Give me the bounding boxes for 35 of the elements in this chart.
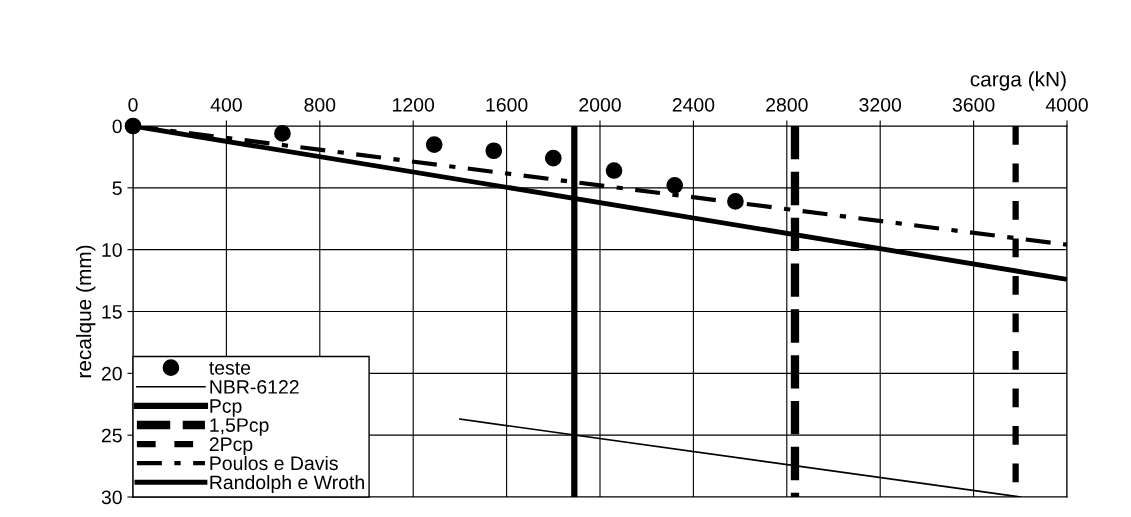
legend-label: Randolph e Wroth	[210, 474, 364, 494]
point	[274, 125, 291, 142]
x-tick-label: 2800	[766, 97, 808, 112]
x-tick-label: 3600	[952, 97, 995, 112]
legend-label: 2Pcp	[209, 437, 253, 455]
y-tick-label: 15	[102, 305, 122, 319]
y-axis-title: recalque (mm)	[75, 245, 96, 378]
point	[485, 142, 503, 160]
legend-label: Poulos e Davis	[210, 455, 338, 471]
x-tick-label: 2000	[579, 97, 621, 112]
x-tick-label: 1600	[486, 97, 528, 112]
y-tick-label: 30	[101, 490, 122, 505]
legend-label: teste	[209, 361, 251, 375]
x-axis-title: carga (kN)	[970, 71, 1066, 91]
x-tick-label: 3200	[859, 97, 902, 112]
point	[727, 193, 744, 210]
x-tick-label: 4000	[1045, 97, 1088, 112]
legend-label: NBR-6122	[210, 380, 299, 394]
legend-label: 1,5Pcp	[210, 418, 269, 436]
x-tick-label: 400	[210, 97, 242, 112]
point	[124, 117, 142, 135]
x-tick-label: 1200	[393, 97, 435, 112]
y-tick-label: 5	[112, 181, 122, 196]
point	[605, 162, 623, 179]
y-tick-label: 10	[102, 243, 122, 257]
legend-label: Pcp	[210, 399, 242, 417]
point	[425, 136, 443, 153]
x-tick-label: 800	[304, 97, 336, 112]
y-tick-label: 25	[101, 428, 122, 443]
x-tick-label: 0	[128, 97, 138, 112]
point	[544, 149, 562, 167]
y-tick-label: 0	[112, 119, 122, 134]
y-tick-label: 20	[101, 366, 122, 381]
x-tick-label: 2400	[672, 97, 715, 112]
point	[666, 177, 684, 194]
